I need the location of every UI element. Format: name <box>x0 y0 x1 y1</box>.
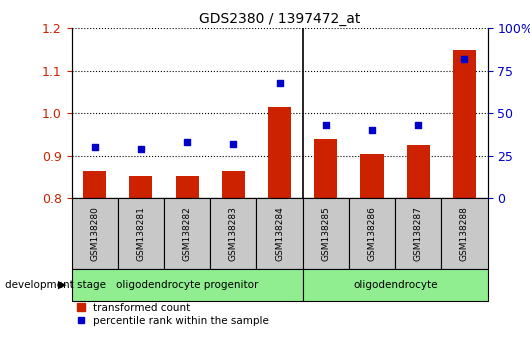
Legend: transformed count, percentile rank within the sample: transformed count, percentile rank withi… <box>77 303 269 326</box>
Point <box>368 127 376 133</box>
Bar <box>314 139 338 198</box>
Bar <box>118 198 164 269</box>
Bar <box>72 198 118 269</box>
Bar <box>453 50 476 198</box>
Bar <box>72 269 303 301</box>
Bar <box>175 176 199 198</box>
Text: development stage: development stage <box>5 280 107 290</box>
Bar <box>164 198 210 269</box>
Bar <box>222 171 245 198</box>
Bar <box>441 198 488 269</box>
Bar <box>349 198 395 269</box>
Bar <box>129 176 153 198</box>
Bar <box>83 171 106 198</box>
Bar <box>257 198 303 269</box>
Bar <box>303 269 488 301</box>
Point <box>137 146 145 152</box>
Text: GSM138280: GSM138280 <box>90 206 99 261</box>
Point <box>276 80 284 86</box>
Bar <box>268 107 291 198</box>
Point <box>460 56 469 62</box>
Text: GSM138288: GSM138288 <box>460 206 469 261</box>
Text: GSM138283: GSM138283 <box>229 206 238 261</box>
Text: GSM138284: GSM138284 <box>275 206 284 261</box>
Title: GDS2380 / 1397472_at: GDS2380 / 1397472_at <box>199 12 360 26</box>
Text: oligodendrocyte: oligodendrocyte <box>353 280 437 290</box>
Text: oligodendrocyte progenitor: oligodendrocyte progenitor <box>116 280 258 290</box>
Text: GSM138281: GSM138281 <box>136 206 145 261</box>
Point <box>322 122 330 128</box>
Point <box>183 139 191 145</box>
Point <box>414 122 422 128</box>
Point <box>91 144 99 150</box>
Text: GSM138287: GSM138287 <box>414 206 423 261</box>
Point <box>229 141 237 147</box>
Bar <box>360 154 384 198</box>
Bar <box>303 198 349 269</box>
Bar <box>407 145 430 198</box>
Text: GSM138286: GSM138286 <box>367 206 376 261</box>
Text: GSM138282: GSM138282 <box>183 206 192 261</box>
Bar <box>395 198 441 269</box>
Text: ▶: ▶ <box>58 280 66 290</box>
Bar <box>210 198 257 269</box>
Text: GSM138285: GSM138285 <box>321 206 330 261</box>
